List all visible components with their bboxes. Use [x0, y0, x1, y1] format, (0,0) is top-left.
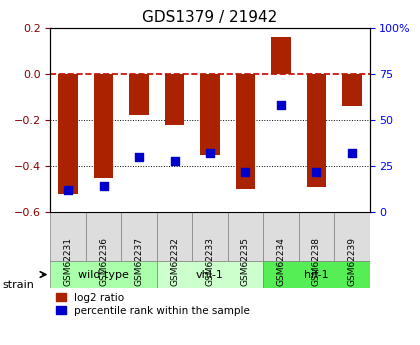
Text: GSM62231: GSM62231 — [64, 237, 73, 286]
Text: wild type: wild type — [78, 269, 129, 279]
Text: GSM62236: GSM62236 — [99, 237, 108, 286]
FancyBboxPatch shape — [86, 212, 121, 261]
Point — [207, 150, 213, 156]
Text: GSM62234: GSM62234 — [276, 237, 286, 286]
FancyBboxPatch shape — [121, 212, 157, 261]
Bar — [307, 74, 326, 187]
Point — [171, 158, 178, 163]
Text: GSM62235: GSM62235 — [241, 237, 250, 286]
Text: vhl-1: vhl-1 — [196, 269, 224, 279]
Legend: log2 ratio, percentile rank within the sample: log2 ratio, percentile rank within the s… — [55, 293, 250, 316]
Point — [349, 150, 355, 156]
FancyBboxPatch shape — [263, 261, 370, 288]
Bar — [271, 37, 291, 74]
FancyBboxPatch shape — [334, 212, 370, 261]
Bar — [94, 74, 113, 178]
Text: hif-1: hif-1 — [304, 269, 329, 279]
Point — [100, 184, 107, 189]
FancyBboxPatch shape — [157, 212, 192, 261]
Text: strain: strain — [2, 280, 34, 289]
Point — [278, 102, 284, 108]
Text: GSM62232: GSM62232 — [170, 237, 179, 286]
Bar — [200, 74, 220, 155]
Point — [65, 187, 71, 193]
FancyBboxPatch shape — [192, 212, 228, 261]
Point — [242, 169, 249, 174]
Point — [313, 169, 320, 174]
FancyBboxPatch shape — [50, 261, 157, 288]
Text: GSM62233: GSM62233 — [205, 237, 215, 286]
Bar — [129, 74, 149, 115]
FancyBboxPatch shape — [228, 212, 263, 261]
Point — [136, 154, 142, 160]
Bar — [236, 74, 255, 189]
Text: GSM62238: GSM62238 — [312, 237, 321, 286]
FancyBboxPatch shape — [299, 212, 334, 261]
Bar — [58, 74, 78, 194]
Bar — [342, 74, 362, 106]
Title: GDS1379 / 21942: GDS1379 / 21942 — [142, 10, 278, 25]
Bar — [165, 74, 184, 125]
FancyBboxPatch shape — [263, 212, 299, 261]
Text: GSM62237: GSM62237 — [134, 237, 144, 286]
FancyBboxPatch shape — [50, 212, 86, 261]
Text: GSM62239: GSM62239 — [347, 237, 356, 286]
FancyBboxPatch shape — [157, 261, 263, 288]
